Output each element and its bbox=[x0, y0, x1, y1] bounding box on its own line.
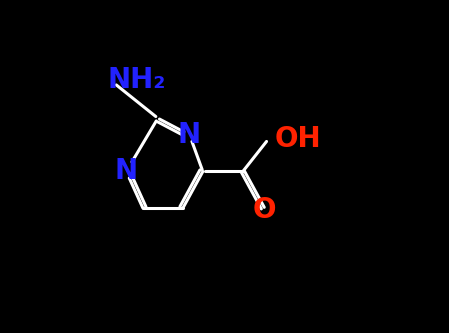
Text: NH₂: NH₂ bbox=[107, 66, 166, 94]
Text: N: N bbox=[178, 121, 201, 149]
Text: O: O bbox=[253, 196, 276, 224]
Text: OH: OH bbox=[274, 125, 321, 153]
Text: N: N bbox=[114, 158, 138, 185]
